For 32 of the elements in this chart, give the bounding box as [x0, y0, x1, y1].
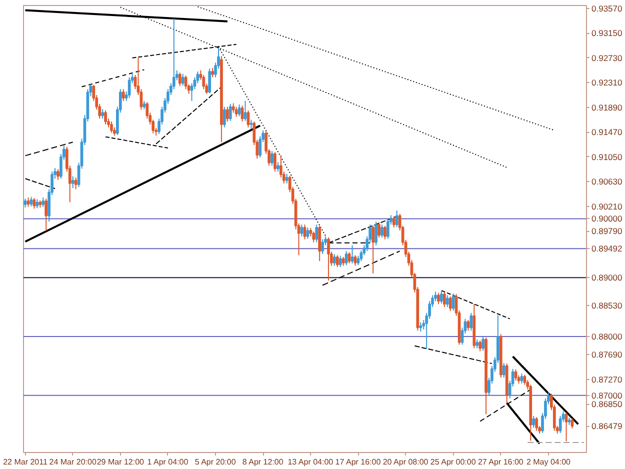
x-tick-label: 13 Apr 04:00 [288, 458, 334, 466]
x-tick-label: 25 Apr 00:00 [430, 458, 476, 466]
x-tick-label: 22 Mar 2011 [3, 458, 48, 466]
y-tick-label: 0.92730 [592, 52, 622, 63]
y-tick-label: 0.86850 [592, 399, 622, 410]
y-tick-label: 0.88530 [592, 300, 622, 310]
x-tick-label: 27 Apr 16:00 [478, 458, 524, 466]
x-tick-label: 17 Apr 16:00 [335, 458, 382, 466]
ref-line-label: 0.87000 [592, 390, 622, 400]
x-tick-label: 20 Apr 08:00 [382, 458, 429, 466]
x-tick-label: 29 Mar 12:00 [96, 458, 145, 466]
y-tick-label: 0.90630 [592, 176, 622, 187]
y-tick-label: 0.87270 [592, 374, 622, 384]
x-tick-label: 2 May 04:00 [526, 458, 572, 466]
ref-line-label: 0.89000 [592, 272, 622, 283]
x-tick-label: 24 Mar 20:00 [49, 458, 97, 466]
y-tick-label: 0.92310 [592, 78, 622, 88]
ref-line-label: 0.89492 [592, 244, 622, 254]
y-tick-label: 0.91470 [592, 127, 622, 138]
y-tick-label: 0.86479 [592, 421, 622, 432]
x-tick-label: 8 Apr 12:00 [242, 458, 284, 466]
y-tick-label: 0.93150 [592, 28, 622, 38]
y-tick-label: 0.91050 [592, 152, 622, 162]
y-tick-label: 0.93570 [592, 3, 622, 14]
y-tick-label: 0.89790 [592, 226, 622, 236]
y-tick-label: 0.90210 [592, 201, 622, 212]
ref-line-label: 0.90000 [592, 214, 622, 224]
y-tick-label: 0.91890 [592, 102, 622, 112]
x-tick-label: 1 Apr 04:00 [147, 458, 189, 466]
ref-line-label: 0.88000 [592, 331, 622, 342]
x-tick-label: 5 Apr 20:00 [194, 458, 236, 466]
y-tick-label: 0.87690 [592, 350, 622, 360]
